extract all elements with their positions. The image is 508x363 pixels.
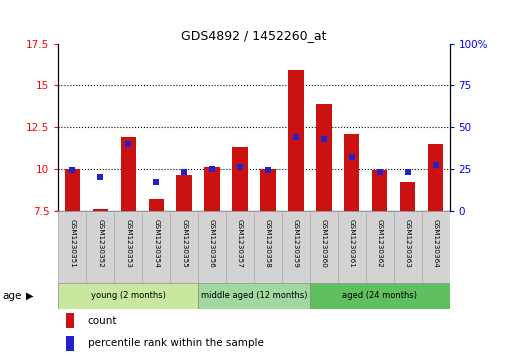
Text: GSM1230362: GSM1230362 — [377, 219, 383, 268]
Bar — [310, 211, 338, 283]
Point — [180, 169, 188, 175]
Text: GSM1230360: GSM1230360 — [321, 219, 327, 268]
Text: GSM1230361: GSM1230361 — [349, 219, 355, 268]
Bar — [58, 283, 198, 309]
Title: GDS4892 / 1452260_at: GDS4892 / 1452260_at — [181, 29, 327, 42]
Bar — [198, 283, 310, 309]
Bar — [226, 211, 254, 283]
Point — [320, 136, 328, 142]
Text: age: age — [3, 291, 22, 301]
Bar — [120, 137, 136, 211]
Bar — [176, 175, 192, 211]
Bar — [198, 211, 226, 283]
Text: GSM1230355: GSM1230355 — [181, 219, 187, 268]
Text: GSM1230354: GSM1230354 — [153, 219, 159, 268]
Bar — [86, 211, 114, 283]
Text: ▶: ▶ — [26, 291, 34, 301]
Bar — [65, 169, 80, 211]
Bar — [288, 70, 304, 211]
Bar — [114, 211, 142, 283]
Bar — [428, 144, 443, 211]
Point — [431, 163, 439, 168]
Bar — [310, 283, 450, 309]
Bar — [148, 199, 164, 211]
Point — [96, 174, 104, 180]
Bar — [366, 211, 394, 283]
Bar — [66, 313, 74, 329]
Point — [375, 169, 384, 175]
Point — [292, 134, 300, 140]
Bar — [142, 211, 170, 283]
Bar — [316, 104, 332, 211]
Bar — [204, 167, 220, 211]
Text: GSM1230358: GSM1230358 — [265, 219, 271, 268]
Bar — [232, 147, 248, 211]
Bar — [344, 134, 360, 211]
Text: GSM1230359: GSM1230359 — [293, 219, 299, 268]
Text: GSM1230351: GSM1230351 — [70, 219, 75, 268]
Bar — [394, 211, 422, 283]
Bar — [338, 211, 366, 283]
Bar — [422, 211, 450, 283]
Bar — [254, 211, 282, 283]
Bar — [260, 169, 276, 211]
Bar — [282, 211, 310, 283]
Text: GSM1230356: GSM1230356 — [209, 219, 215, 268]
Text: GSM1230352: GSM1230352 — [98, 219, 103, 268]
Bar — [92, 209, 108, 211]
Text: middle aged (12 months): middle aged (12 months) — [201, 291, 307, 300]
Text: GSM1230353: GSM1230353 — [125, 219, 131, 268]
Text: count: count — [88, 316, 117, 326]
Text: young (2 months): young (2 months) — [91, 291, 166, 300]
Bar — [58, 211, 86, 283]
Point — [347, 154, 356, 160]
Point — [236, 164, 244, 170]
Point — [152, 179, 160, 185]
Point — [208, 166, 216, 172]
Text: GSM1230363: GSM1230363 — [405, 219, 410, 268]
Point — [403, 169, 411, 175]
Text: GSM1230357: GSM1230357 — [237, 219, 243, 268]
Bar — [372, 171, 388, 211]
Point — [68, 168, 76, 174]
Bar — [170, 211, 198, 283]
Text: aged (24 months): aged (24 months) — [342, 291, 417, 300]
Bar — [400, 182, 416, 211]
Text: percentile rank within the sample: percentile rank within the sample — [88, 338, 264, 348]
Point — [124, 141, 132, 147]
Point — [264, 168, 272, 174]
Text: GSM1230364: GSM1230364 — [433, 219, 438, 268]
Bar — [66, 336, 74, 351]
